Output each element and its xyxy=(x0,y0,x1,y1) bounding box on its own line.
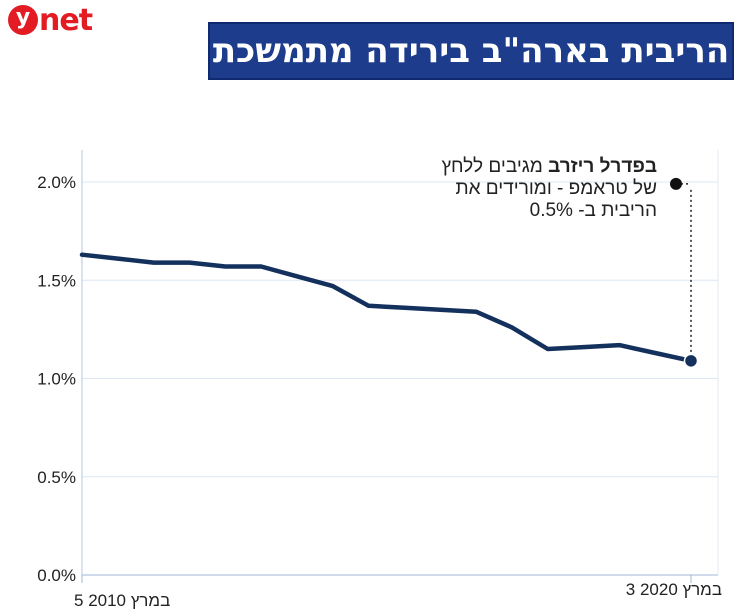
chart-title-banner: הריבית בארה"ב בירידה מתמשכת xyxy=(208,22,734,80)
annotation-text: בפדרל ריזרב מגיבים ללחץ של טראמפ - ומורי… xyxy=(395,156,657,222)
x-label-start: 5 במרץ 2010 xyxy=(74,591,170,610)
y-tick-label: 1.0% xyxy=(37,370,76,389)
logo-text: net xyxy=(39,2,93,38)
annotation-line2: של טראמפ - ומורידים את xyxy=(455,178,657,199)
annotation-line1: מגיבים ללחץ xyxy=(441,156,549,177)
annotation-marker xyxy=(670,177,682,190)
ynet-logo: y net xyxy=(8,0,93,40)
annotation-line3: הריבית ב- 0.5% xyxy=(529,200,657,221)
y-tick-label: 1.5% xyxy=(37,271,76,290)
y-tick-label: 2.0% xyxy=(37,173,76,192)
y-tick-label: 0.5% xyxy=(37,468,76,487)
logo-letter: y xyxy=(8,5,38,35)
last-point-marker xyxy=(683,353,699,369)
y-tick-label: 0.0% xyxy=(37,566,76,585)
chart-title: הריבית בארה"ב בירידה מתמשכת xyxy=(212,31,730,71)
annotation-bold: בפדרל ריזרב xyxy=(548,156,657,177)
x-label-end: 3 במרץ 2020 xyxy=(626,580,722,599)
series-line xyxy=(79,252,694,364)
